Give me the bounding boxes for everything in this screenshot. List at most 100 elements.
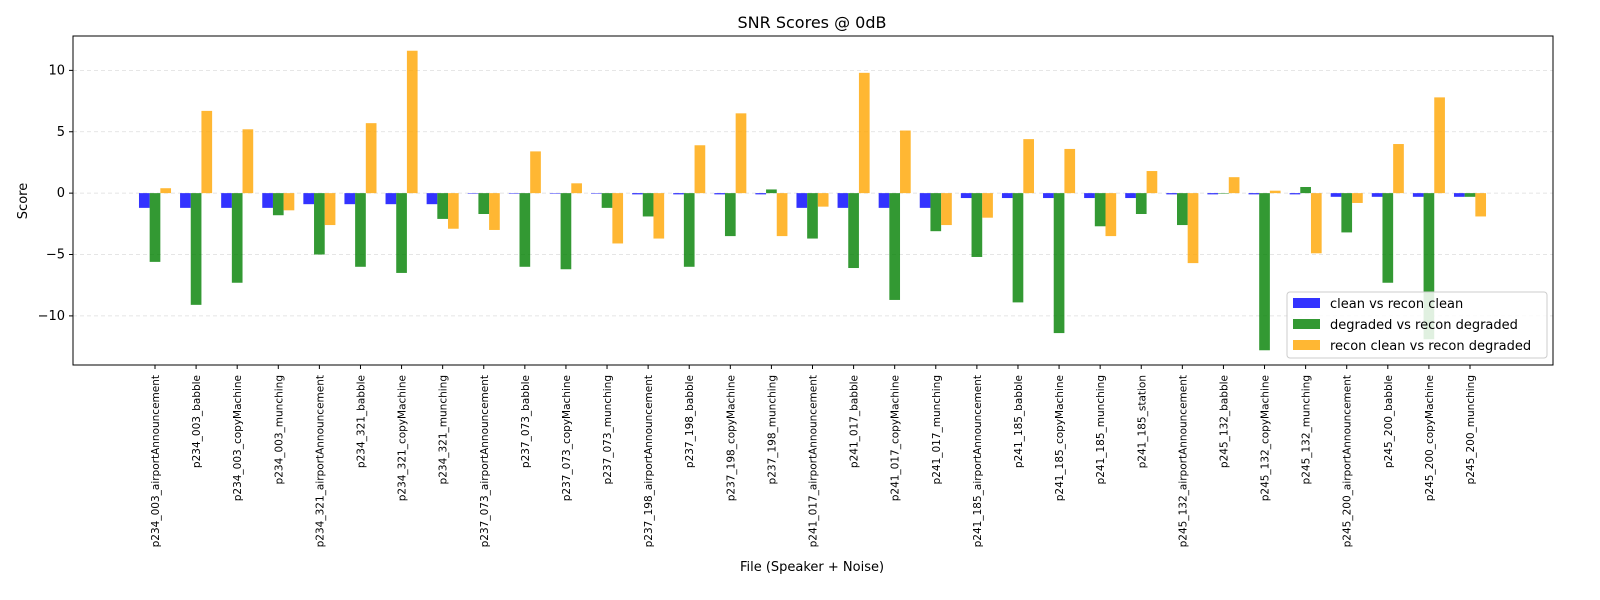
y-axis-label: Score — [16, 183, 31, 219]
x-tick-label: p237_198_copyMachine — [725, 375, 737, 501]
bar-degraded-13 — [683, 193, 695, 267]
bar-clean-1 — [180, 193, 191, 208]
bar-clean-4 — [303, 193, 315, 205]
bar-degraded-4 — [314, 193, 325, 255]
y-tick-label: −5 — [46, 248, 65, 263]
bar-recon-28 — [1310, 193, 1322, 254]
x-tick-label: p245_200_babble — [1383, 375, 1395, 468]
x-tick-label: p234_003_copyMachine — [232, 375, 244, 501]
bar-recon-23 — [1105, 193, 1117, 237]
bar-clean-21 — [1001, 193, 1013, 199]
bar-clean-8 — [467, 193, 479, 194]
x-tick-label: p234_003_airportAnnouncement — [150, 375, 162, 547]
bar-recon-25 — [1187, 193, 1199, 264]
bar-recon-5 — [365, 123, 377, 194]
bar-clean-7 — [426, 193, 438, 205]
x-tick-label: p234_003_munching — [273, 375, 285, 484]
x-tick-label: p234_321_airportAnnouncement — [314, 375, 326, 547]
bar-clean-9 — [508, 193, 520, 194]
bar-clean-29 — [1330, 193, 1342, 197]
x-axis-ticks: p234_003_airportAnnouncement p234_003_bab… — [150, 365, 1477, 547]
legend-swatch-clean — [1293, 298, 1320, 308]
x-tick-label: p241_017_airportAnnouncement — [808, 375, 820, 547]
bar-degraded-25 — [1177, 193, 1188, 226]
bar-clean-2 — [221, 193, 232, 208]
bar-recon-9 — [530, 151, 541, 194]
x-tick-label: p241_017_copyMachine — [890, 375, 902, 501]
bar-degraded-32 — [1464, 193, 1476, 197]
bar-recon-27 — [1269, 190, 1281, 194]
bar-degraded-12 — [642, 193, 654, 217]
bar-degraded-22 — [1053, 193, 1065, 334]
bar-clean-6 — [385, 193, 397, 205]
bar-recon-12 — [653, 193, 665, 239]
bar-recon-17 — [858, 72, 870, 194]
x-tick-label: p237_073_copyMachine — [561, 375, 573, 501]
bar-degraded-11 — [601, 193, 613, 208]
bar-recon-31 — [1434, 97, 1445, 194]
bar-clean-24 — [1125, 193, 1136, 199]
bar-degraded-8 — [478, 193, 490, 215]
bar-clean-30 — [1371, 193, 1383, 197]
legend-label-recon: recon clean vs recon degraded — [1330, 339, 1531, 354]
y-tick-label: 10 — [48, 63, 65, 78]
bar-recon-14 — [735, 113, 747, 194]
bar-recon-8 — [489, 193, 500, 230]
legend-swatch-recon — [1293, 340, 1320, 350]
bar-clean-0 — [138, 193, 150, 208]
bar-clean-15 — [755, 193, 767, 195]
bar-clean-25 — [1166, 193, 1178, 195]
bar-clean-13 — [673, 193, 684, 195]
bar-degraded-10 — [560, 193, 572, 270]
y-tick-label: 5 — [57, 125, 65, 140]
x-tick-label: p241_017_munching — [931, 375, 943, 484]
bar-degraded-16 — [807, 193, 818, 239]
bar-clean-27 — [1248, 193, 1260, 195]
bar-degraded-28 — [1300, 186, 1311, 194]
bar-recon-2 — [242, 129, 254, 194]
x-tick-label: p234_321_copyMachine — [397, 375, 409, 501]
bar-clean-26 — [1207, 193, 1219, 195]
bar-clean-5 — [344, 193, 356, 205]
bar-degraded-5 — [355, 193, 366, 267]
bar-recon-13 — [694, 145, 706, 194]
x-tick-label: p234_321_munching — [438, 375, 450, 484]
bar-clean-31 — [1412, 193, 1424, 197]
legend-box — [1286, 291, 1548, 359]
bar-recon-20 — [982, 193, 993, 218]
bar-degraded-1 — [190, 193, 202, 305]
chart-title: SNR Scores @ 0dB — [738, 13, 887, 32]
bar-degraded-17 — [848, 193, 859, 269]
bar-recon-3 — [283, 193, 295, 211]
bar-clean-20 — [960, 193, 972, 199]
bar-recon-26 — [1228, 177, 1240, 194]
bar-recon-30 — [1393, 144, 1404, 194]
bar-degraded-15 — [766, 189, 777, 194]
x-tick-label: p234_321_babble — [355, 375, 367, 468]
bar-recon-19 — [941, 193, 952, 226]
x-tick-label: p237_073_airportAnnouncement — [479, 375, 491, 547]
x-tick-label: p245_200_munching — [1465, 375, 1477, 484]
x-tick-label: p245_200_copyMachine — [1424, 375, 1436, 501]
bar-recon-21 — [1023, 139, 1034, 194]
bar-clean-16 — [796, 193, 808, 208]
bar-clean-11 — [591, 193, 602, 194]
legend-label-clean: clean vs recon clean — [1330, 297, 1463, 312]
x-tick-label: p234_003_babble — [191, 375, 203, 468]
bar-recon-18 — [900, 130, 911, 194]
bar-recon-6 — [406, 50, 418, 194]
bar-recon-0 — [160, 188, 172, 194]
bar-degraded-14 — [724, 193, 736, 237]
bar-clean-28 — [1289, 193, 1301, 195]
grid-lines — [73, 69, 1553, 317]
legend: clean vs recon clean degraded vs recon d… — [1286, 291, 1548, 359]
bar-recon-24 — [1146, 171, 1158, 194]
bar-degraded-9 — [519, 193, 531, 267]
bar-degraded-30 — [1382, 193, 1394, 283]
x-axis-label: File (Speaker + Noise) — [740, 560, 884, 575]
x-tick-label: p241_185_copyMachine — [1054, 375, 1066, 501]
bar-recon-10 — [571, 183, 582, 194]
bar-degraded-2 — [231, 193, 243, 283]
x-tick-label: p237_073_babble — [520, 375, 532, 468]
